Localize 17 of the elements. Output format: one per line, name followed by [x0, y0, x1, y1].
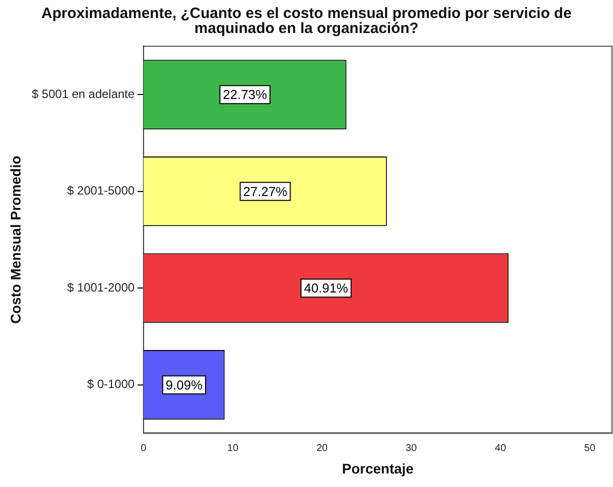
y-tick-label: $ 1001-2000	[67, 280, 135, 294]
data-label: 22.73%	[222, 87, 268, 102]
data-label: 9.09%	[166, 377, 203, 392]
x-tick-label: 40	[494, 442, 506, 454]
y-tick-label: $ 2001-5000	[67, 184, 135, 198]
x-tick-label: 20	[316, 442, 328, 454]
x-tick-label: 50	[584, 442, 596, 454]
data-label: 40.91%	[304, 280, 349, 296]
x-tick-label: 0	[140, 442, 147, 454]
x-axis-title: Porcentaje	[342, 460, 414, 476]
y-tick-label: $ 0-1000	[87, 377, 135, 392]
x-tick-label: 30	[406, 442, 418, 454]
y-axis-title: Costo Mensual Promedio	[7, 156, 24, 324]
y-tick-label: $ 5001 en adelante	[32, 86, 135, 101]
x-tick-label: 10	[227, 442, 239, 454]
data-label: 27.27%	[243, 184, 288, 199]
chart-title: Aproximadamente, ¿Cuanto es el costo mensual promedio por servicio de maquinado en la organización?	[40, 5, 573, 37]
